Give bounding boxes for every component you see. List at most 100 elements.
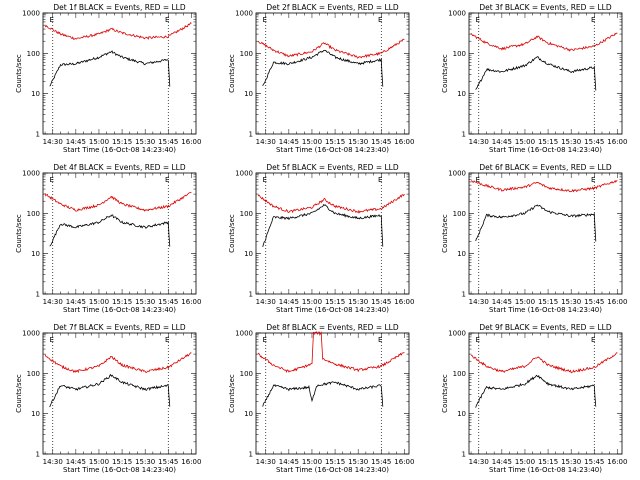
event-marker-label: E — [378, 336, 382, 344]
panel-9: 1 10 100 1000 14:30 14:45 15:00 15:15 15:30 15:45… — [441, 323, 627, 474]
lld-series-line — [471, 179, 618, 193]
panel-6: 1 10 100 1000 14:30 14:45 15:00 15:15 15:30 15:45… — [441, 163, 627, 314]
x-tick-label: 15:00 — [89, 458, 109, 466]
y-tick-label: 100 — [240, 50, 253, 58]
y-axis-label: Counts/sec — [228, 214, 236, 253]
x-tick-label: 16:00 — [394, 458, 414, 466]
lld-series-line — [470, 352, 618, 374]
event-marker-label: E — [263, 336, 267, 344]
y-tick-label: 1000 — [22, 10, 40, 18]
x-tick-label: 15:15 — [112, 458, 132, 466]
y-axis-label: Counts/sec — [228, 374, 236, 413]
y-tick-label: 1000 — [22, 170, 40, 178]
x-tick-label: 15:00 — [515, 138, 535, 146]
x-tick-label: 14:45 — [66, 298, 86, 306]
y-tick-label: 10 — [457, 90, 466, 98]
chart-title: Det 7f BLACK = Events, RED = LLD — [53, 323, 186, 332]
event-marker-label: E — [50, 336, 54, 344]
panel-4: 1 10 100 1000 14:30 14:45 15:00 15:15 15:30 15:45… — [15, 163, 201, 314]
y-axis-label: Counts/sec — [441, 54, 449, 93]
panel-7: 1 10 100 1000 14:30 14:45 15:00 15:15 15:30 15:45… — [15, 323, 201, 474]
y-tick-label: 1 — [36, 451, 40, 459]
events-series-line — [475, 204, 597, 242]
y-tick-label: 1 — [36, 131, 40, 139]
chart-title: Det 6f BLACK = Events, RED = LLD — [479, 163, 612, 172]
chart-title: Det 5f BLACK = Events, RED = LLD — [266, 163, 399, 172]
events-series-line — [262, 381, 384, 407]
event-marker-label: E — [165, 16, 169, 24]
y-tick-label: 10 — [457, 410, 466, 418]
y-axis-label: Counts/sec — [15, 374, 23, 413]
x-tick-label: 14:30 — [469, 458, 489, 466]
lld-series-line — [257, 193, 405, 214]
x-axis-label: Start Time (16-Oct-08 14:23:40) — [63, 146, 176, 154]
x-tick-label: 16:00 — [607, 458, 627, 466]
event-marker-label: E — [476, 16, 480, 24]
y-tick-label: 1 — [462, 131, 466, 139]
x-tick-label: 15:15 — [325, 298, 345, 306]
x-tick-label: 15:45 — [371, 298, 391, 306]
x-tick-label: 15:00 — [302, 138, 322, 146]
x-tick-label: 16:00 — [394, 298, 414, 306]
x-tick-label: 15:45 — [584, 298, 604, 306]
y-tick-label: 1 — [249, 451, 253, 459]
x-tick-label: 14:45 — [279, 298, 299, 306]
x-tick-label: 15:00 — [302, 458, 322, 466]
chart-title: Det 9f BLACK = Events, RED = LLD — [479, 323, 612, 332]
y-tick-label: 1 — [36, 291, 40, 299]
x-tick-label: 15:45 — [158, 298, 178, 306]
event-marker-label: E — [476, 176, 480, 184]
x-tick-label: 15:45 — [158, 138, 178, 146]
x-tick-label: 15:30 — [561, 138, 581, 146]
y-tick-label: 100 — [453, 50, 466, 58]
y-tick-label: 10 — [31, 90, 40, 98]
y-tick-label: 1000 — [22, 330, 40, 338]
plot-frame — [468, 172, 623, 295]
x-axis-label: Start Time (16-Oct-08 14:23:40) — [63, 466, 176, 474]
lld-series-line — [44, 22, 192, 40]
x-tick-label: 16:00 — [394, 138, 414, 146]
events-series-line — [49, 50, 171, 87]
x-tick-label: 14:30 — [43, 298, 63, 306]
x-tick-label: 15:45 — [584, 458, 604, 466]
x-axis-label: Start Time (16-Oct-08 14:23:40) — [276, 306, 389, 314]
x-tick-label: 16:00 — [607, 138, 627, 146]
y-tick-label: 1000 — [448, 10, 466, 18]
x-tick-label: 14:45 — [492, 458, 512, 466]
plot-frame — [468, 332, 623, 455]
y-tick-label: 1 — [249, 131, 253, 139]
event-marker-label: E — [263, 16, 267, 24]
x-tick-label: 15:15 — [538, 138, 558, 146]
x-tick-label: 15:30 — [348, 458, 368, 466]
x-tick-label: 15:15 — [325, 138, 345, 146]
x-tick-label: 15:15 — [538, 298, 558, 306]
event-marker-label: E — [476, 336, 480, 344]
x-tick-label: 14:45 — [492, 138, 512, 146]
event-marker-label: E — [591, 336, 595, 344]
events-series-line — [262, 204, 384, 248]
x-tick-label: 15:00 — [515, 298, 535, 306]
y-tick-label: 100 — [240, 370, 253, 378]
events-series-line — [475, 56, 597, 91]
x-tick-label: 14:45 — [66, 458, 86, 466]
x-tick-label: 15:30 — [348, 298, 368, 306]
x-tick-label: 14:45 — [492, 298, 512, 306]
x-tick-label: 16:00 — [607, 298, 627, 306]
events-series-line — [49, 373, 171, 408]
panel-2: 1 10 100 1000 14:30 14:45 15:00 15:15 15:30 15:45… — [228, 3, 414, 154]
y-tick-label: 10 — [457, 250, 466, 258]
y-axis-label: Counts/sec — [15, 214, 23, 253]
x-tick-label: 14:45 — [66, 138, 86, 146]
chart-title: Det 1f BLACK = Events, RED = LLD — [53, 3, 186, 12]
x-axis-label: Start Time (16-Oct-08 14:23:40) — [276, 146, 389, 154]
x-tick-label: 15:30 — [348, 138, 368, 146]
x-tick-label: 15:45 — [371, 138, 391, 146]
y-tick-label: 1 — [462, 291, 466, 299]
x-tick-label: 15:00 — [515, 458, 535, 466]
y-tick-label: 1000 — [235, 330, 253, 338]
y-tick-label: 10 — [31, 410, 40, 418]
y-axis-label: Counts/sec — [441, 374, 449, 413]
chart-title: Det 8f BLACK = Events, RED = LLD — [266, 323, 399, 332]
event-marker-label: E — [263, 176, 267, 184]
